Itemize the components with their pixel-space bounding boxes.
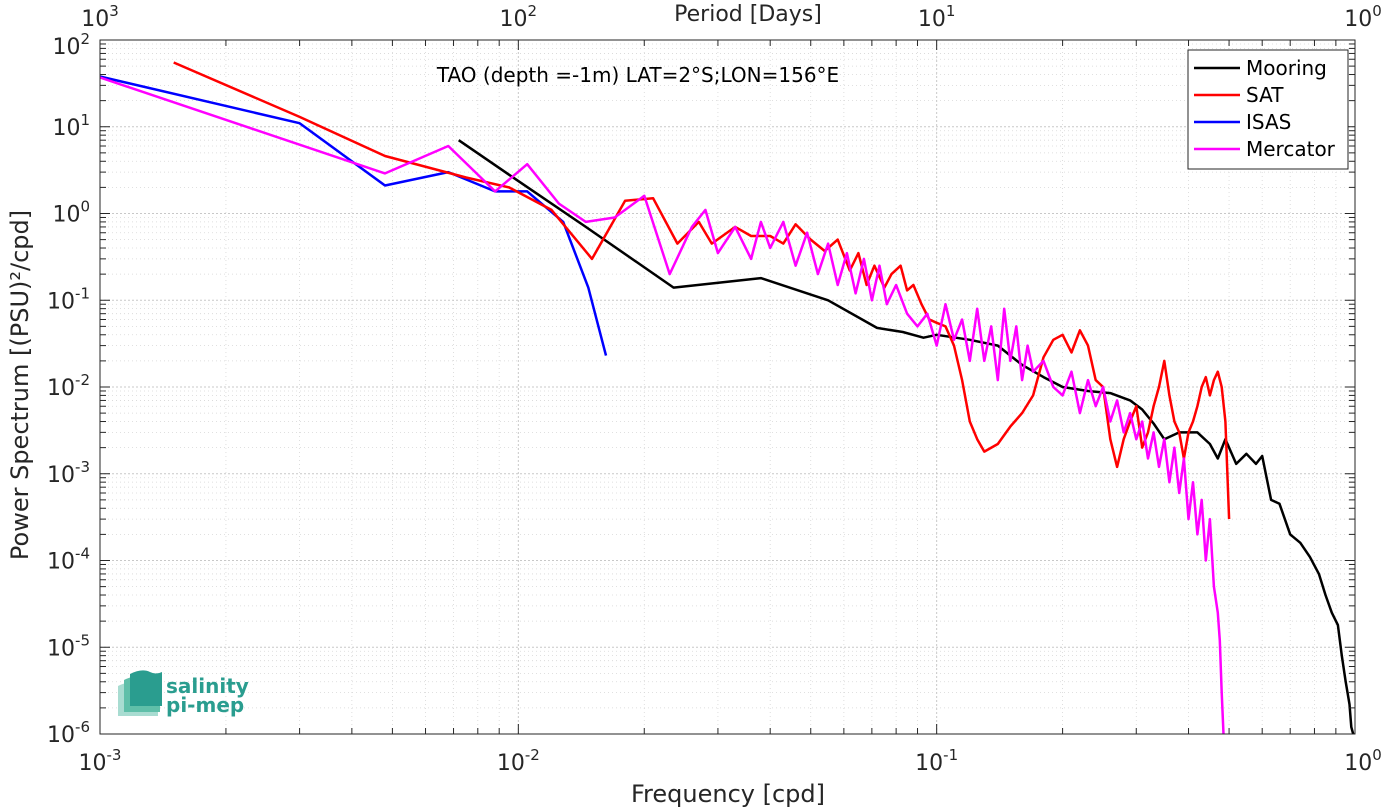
x-axis-label: Frequency [cpd] [631, 780, 825, 808]
y-tick-label: 101 [52, 111, 90, 141]
top-tick-labels: 103 102 101 100 [81, 2, 1382, 32]
top-tick-label: 103 [81, 2, 119, 32]
x-tick-label: 10-1 [915, 746, 958, 776]
top-tick-label: 101 [918, 2, 956, 32]
salinity-pimep-logo: salinity pi-mep [118, 670, 249, 717]
top-tick-label: 102 [500, 2, 538, 32]
ticks-layer [99, 39, 1356, 735]
series-line-mercator [99, 76, 1225, 735]
x-tick-label: 10-2 [497, 746, 540, 776]
legend-items: Mooring SAT ISAS Mercator [1194, 56, 1336, 161]
y-axis-label: Power Spectrum [(PSU)²/cpd] [6, 210, 34, 560]
y-tick-label: 10-2 [47, 371, 90, 401]
legend: Mooring SAT ISAS Mercator [1187, 49, 1349, 170]
y-tick-labels: 102 101 100 10-1 10-2 10-3 10-4 10-5 10-6 [47, 30, 90, 748]
legend-label-sat: SAT [1246, 83, 1284, 107]
y-tick-label: 10-1 [47, 284, 90, 314]
y-tick-label: 10-5 [47, 631, 90, 661]
series-line-sat [173, 61, 1231, 520]
x-tick-label: 100 [1344, 746, 1382, 776]
logo-text-salinity: salinity [166, 674, 249, 698]
y-tick-label: 10-3 [47, 458, 90, 488]
chart-title: TAO (depth =-1m) LAT=2°S;LON=156°E [436, 63, 839, 87]
series-layer [99, 61, 1355, 735]
top-axis-label: Period [Days] [674, 2, 822, 27]
x-tick-label: 10-3 [79, 746, 122, 776]
legend-label-mooring: Mooring [1246, 56, 1327, 80]
logo-text-pimep: pi-mep [166, 693, 244, 717]
y-tick-label: 10-4 [47, 545, 90, 575]
wave-logo-icon [118, 670, 162, 716]
legend-label-isas: ISAS [1246, 110, 1291, 134]
legend-label-mercator: Mercator [1246, 137, 1336, 161]
y-tick-label: 100 [52, 198, 90, 228]
top-tick-label: 100 [1344, 2, 1382, 32]
y-tick-label: 10-6 [47, 718, 90, 748]
x-tick-labels: 10-3 10-2 10-1 100 [79, 746, 1382, 776]
y-tick-label: 102 [52, 30, 90, 60]
